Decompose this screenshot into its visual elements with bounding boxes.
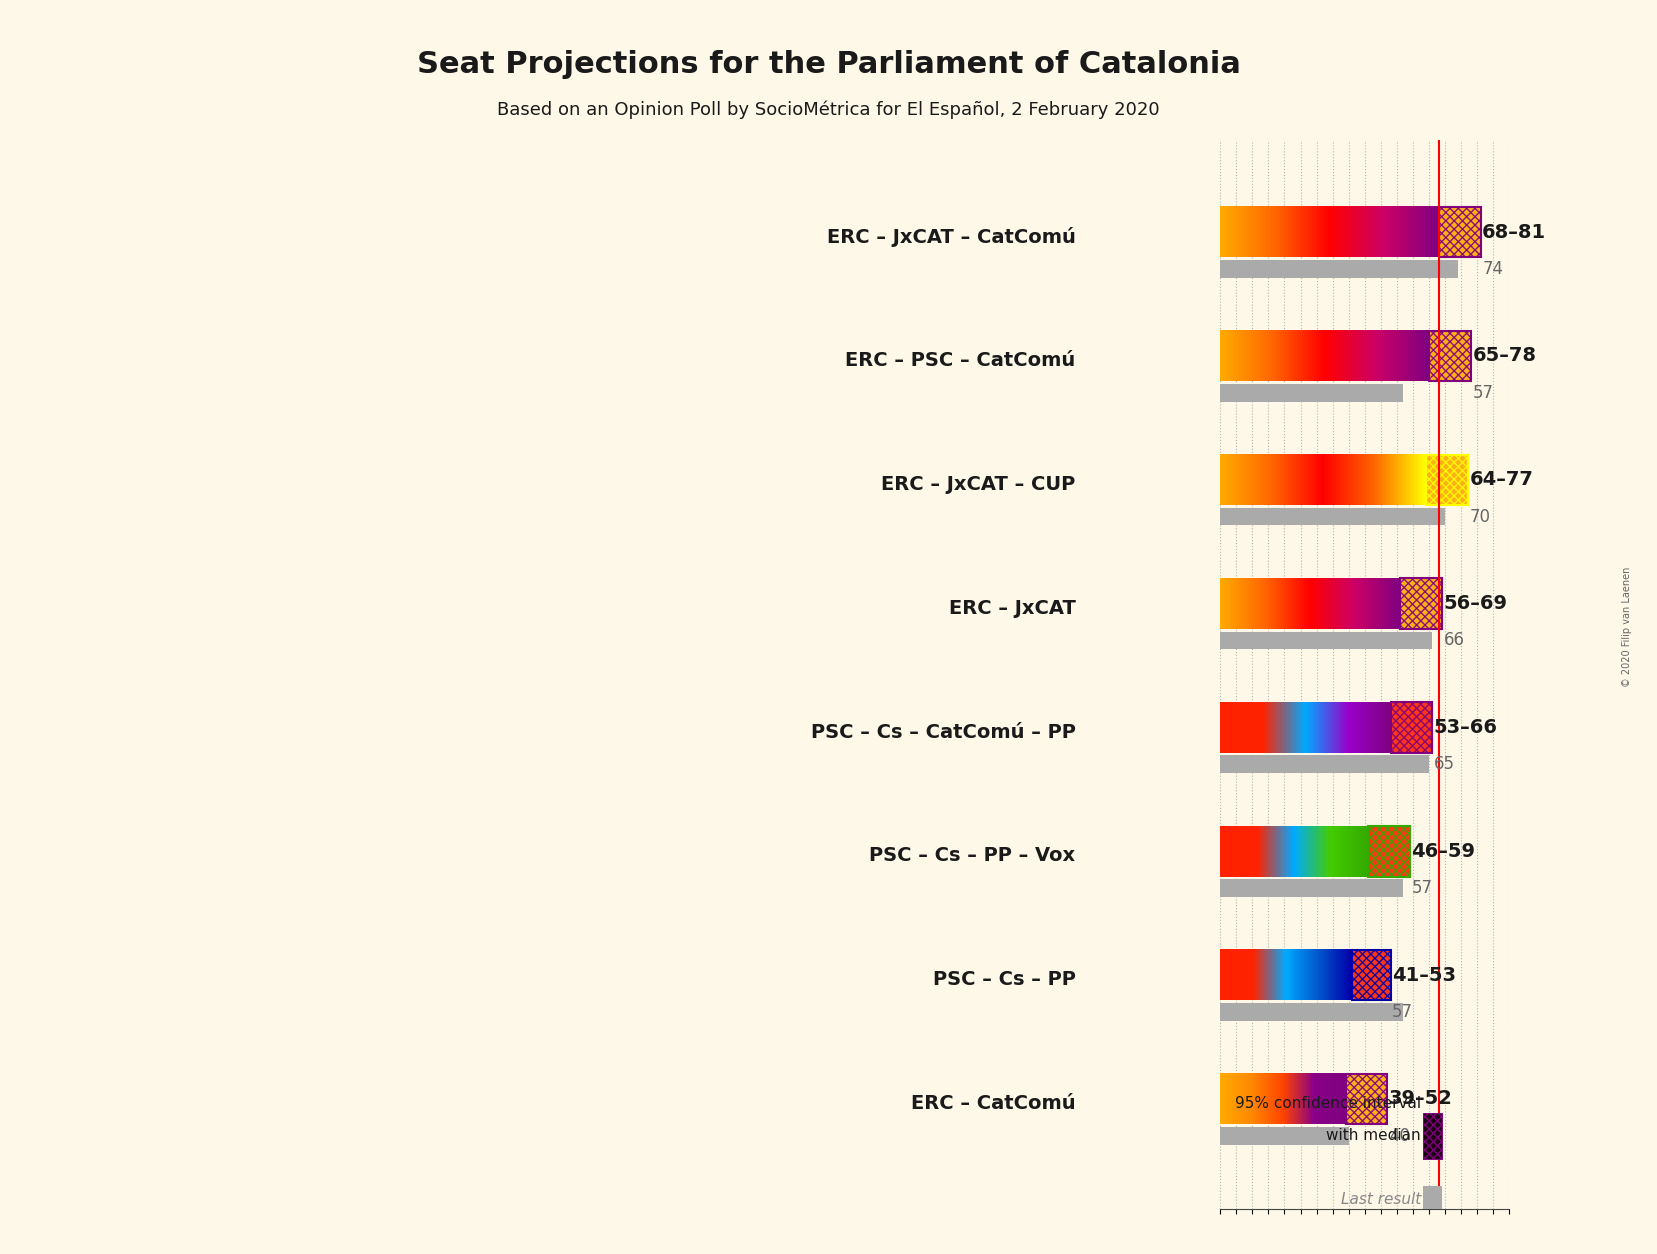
Text: 70: 70 [1470, 508, 1490, 525]
Text: 74: 74 [1481, 260, 1503, 278]
Text: Seat Projections for the Parliament of Catalonia: Seat Projections for the Parliament of C… [416, 50, 1241, 79]
FancyBboxPatch shape [1438, 207, 1480, 257]
FancyBboxPatch shape [1400, 578, 1442, 628]
Text: 39–52: 39–52 [1389, 1090, 1453, 1109]
FancyBboxPatch shape [1428, 331, 1471, 381]
Text: ERC – CatComú: ERC – CatComú [911, 1093, 1075, 1114]
Bar [1220, 260, 1458, 278]
Text: with median: with median [1327, 1129, 1422, 1144]
Text: ERC – JxCAT: ERC – JxCAT [949, 598, 1075, 618]
Text: 46–59: 46–59 [1412, 841, 1475, 860]
Bar [1220, 1127, 1349, 1145]
FancyBboxPatch shape [1352, 951, 1390, 1001]
Bar [1220, 1003, 1403, 1021]
Text: ERC – PSC – CatComú: ERC – PSC – CatComú [845, 351, 1075, 370]
FancyBboxPatch shape [1345, 1073, 1387, 1124]
Text: 57: 57 [1392, 1003, 1413, 1021]
Text: ERC – JxCAT – CUP: ERC – JxCAT – CUP [882, 475, 1075, 494]
Text: 65: 65 [1433, 755, 1455, 774]
Text: 57: 57 [1473, 384, 1493, 401]
Bar [1220, 508, 1445, 525]
Bar [1220, 632, 1432, 650]
Text: © 2020 Filip van Laenen: © 2020 Filip van Laenen [1622, 567, 1632, 687]
FancyBboxPatch shape [1390, 702, 1432, 752]
FancyBboxPatch shape [1427, 455, 1468, 505]
Text: 41–53: 41–53 [1392, 966, 1457, 984]
Text: Last result: Last result [1341, 1193, 1422, 1208]
Bar [1220, 384, 1403, 401]
Text: Based on an Opinion Poll by SocioMétrica for El Español, 2 February 2020: Based on an Opinion Poll by SocioMétrica… [497, 100, 1160, 119]
Text: ERC – JxCAT – CatComú: ERC – JxCAT – CatComú [827, 227, 1075, 247]
Text: 56–69: 56–69 [1443, 594, 1508, 613]
Bar [1220, 755, 1428, 774]
FancyBboxPatch shape [1423, 1186, 1442, 1218]
Text: 66: 66 [1443, 632, 1465, 650]
Text: 68–81: 68–81 [1481, 223, 1546, 242]
Bar [1220, 879, 1403, 897]
Text: 64–77: 64–77 [1470, 470, 1533, 489]
FancyBboxPatch shape [1369, 826, 1410, 877]
Text: PSC – Cs – PP – Vox: PSC – Cs – PP – Vox [870, 846, 1075, 865]
Text: PSC – Cs – CatComú – PP: PSC – Cs – CatComú – PP [810, 722, 1075, 741]
Text: 40: 40 [1389, 1127, 1410, 1145]
Text: PSC – Cs – PP: PSC – Cs – PP [933, 971, 1075, 989]
Text: 65–78: 65–78 [1473, 346, 1536, 365]
Text: 95% confidence interval: 95% confidence interval [1234, 1096, 1422, 1111]
Text: 57: 57 [1412, 879, 1432, 897]
Text: 53–66: 53–66 [1433, 719, 1498, 737]
FancyBboxPatch shape [1423, 1112, 1442, 1159]
